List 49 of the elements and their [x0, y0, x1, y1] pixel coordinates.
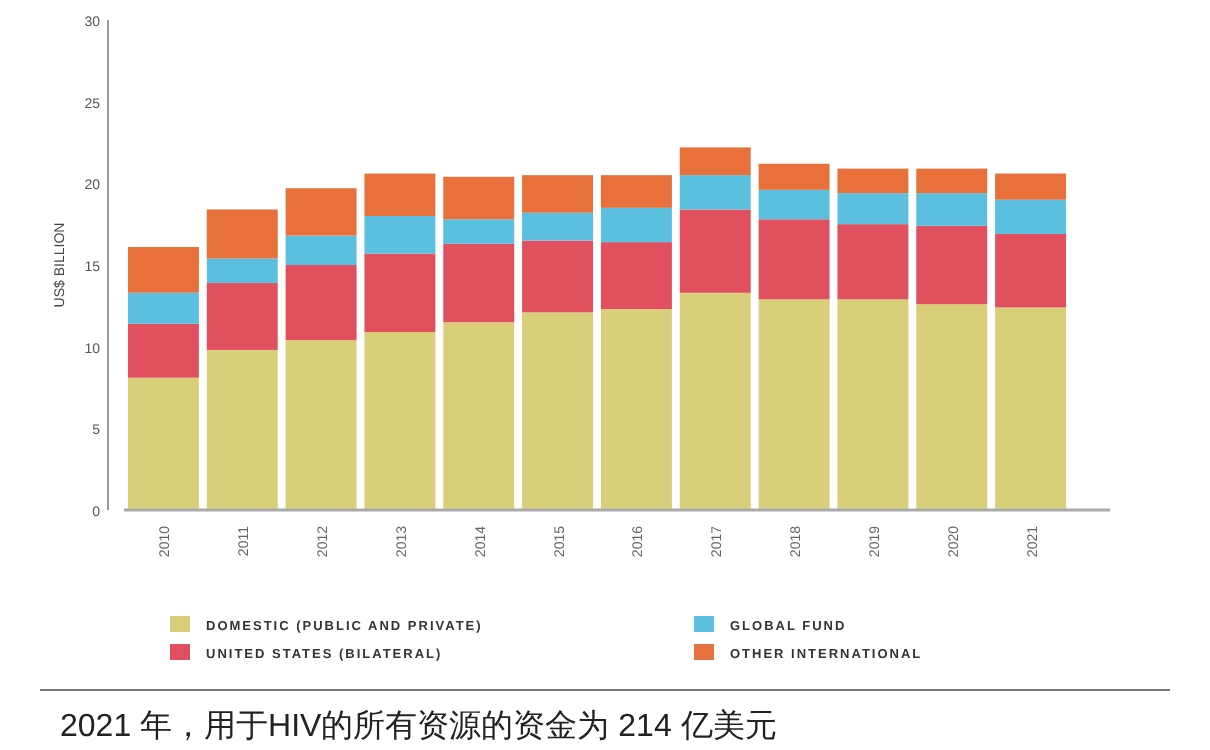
bar: [758, 219, 830, 300]
bar: [206, 258, 278, 283]
bar: [443, 243, 515, 323]
bar: [995, 199, 1067, 234]
bar: [206, 349, 278, 510]
bar: [443, 176, 515, 220]
bar: [522, 212, 594, 241]
bar: [364, 253, 436, 332]
bar: [995, 173, 1067, 200]
bar: [600, 207, 672, 243]
bar: [127, 377, 199, 510]
bar: [758, 299, 830, 510]
bar: [522, 175, 594, 213]
bar: [679, 209, 751, 293]
bar: [285, 265, 357, 341]
bar: [600, 309, 672, 510]
bar: [443, 322, 515, 510]
bar: [285, 340, 357, 510]
bar: [127, 323, 199, 378]
bar: [443, 219, 515, 244]
bar: [285, 235, 357, 265]
bar: [364, 173, 436, 216]
bar: [127, 292, 199, 324]
bar: [679, 147, 751, 176]
bar: [679, 175, 751, 210]
bar: [206, 209, 278, 259]
bar: [916, 193, 988, 226]
bar: [837, 168, 909, 194]
bar: [364, 216, 436, 254]
bar: [837, 193, 909, 225]
bar: [285, 188, 357, 236]
bar: [522, 312, 594, 510]
bar: [206, 282, 278, 350]
bar: [364, 331, 436, 510]
bar: [916, 168, 988, 194]
text: 2021 年，用于HIV的所有资源的资金为 214 亿美元: [60, 708, 777, 744]
bar: [995, 307, 1067, 510]
bar: [600, 242, 672, 310]
bar: [995, 233, 1067, 308]
bar: [916, 304, 988, 510]
bar: [837, 224, 909, 300]
bar: [600, 175, 672, 208]
bar: [916, 225, 988, 305]
bar: [758, 163, 830, 190]
bar: [679, 292, 751, 510]
bar: [837, 299, 909, 510]
bar: [758, 189, 830, 220]
bar: [522, 240, 594, 313]
bar: [127, 247, 199, 293]
